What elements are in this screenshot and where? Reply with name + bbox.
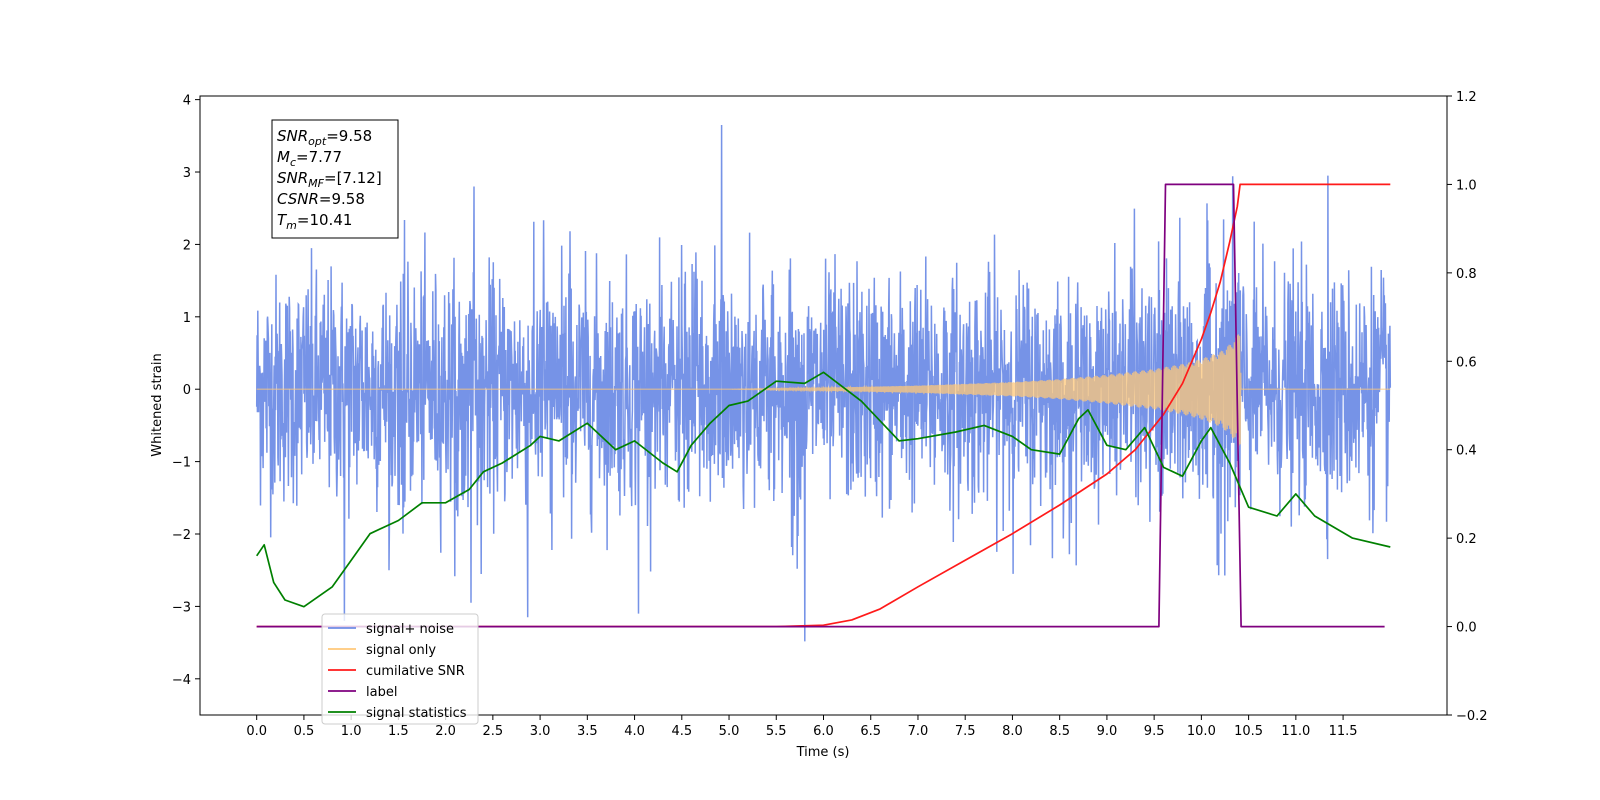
y-tick-label: 1 bbox=[183, 311, 191, 326]
x-tick-label: 3.0 bbox=[530, 724, 551, 739]
legend-entry: label bbox=[366, 685, 397, 700]
y-tick-label: −3 bbox=[172, 600, 191, 615]
x-tick-label: 6.5 bbox=[860, 724, 881, 739]
y-tick-label: 2 bbox=[183, 238, 191, 253]
y2-tick-label: 1.0 bbox=[1456, 178, 1477, 193]
series-signal-plus-noise bbox=[255, 124, 1392, 642]
x-tick-label: 11.5 bbox=[1329, 724, 1358, 739]
y2-tick-label: 0.0 bbox=[1456, 621, 1477, 636]
x-tick-label: 2.0 bbox=[435, 724, 456, 739]
y2-tick-label: 0.4 bbox=[1456, 444, 1477, 459]
x-tick-label: 9.5 bbox=[1144, 724, 1165, 739]
y-tick-label: 3 bbox=[183, 166, 191, 181]
x-axis: 0.0 0.5 1.0 1.5 2.0 2.5 3.0 3.5 4.0 4.5 5.0 5.5 6.0 6… bbox=[246, 715, 1358, 739]
legend-entry: cumilative SNR bbox=[366, 664, 465, 679]
y-tick-label: 4 bbox=[183, 94, 191, 109]
y2-tick-label: 0.2 bbox=[1456, 532, 1477, 547]
y-axis-right: 1.2 1.0 0.8 0.6 0.4 0.2 0.0 −0.2 bbox=[1447, 90, 1488, 724]
x-tick-label: 5.5 bbox=[766, 724, 787, 739]
plot-area bbox=[255, 124, 1392, 642]
annotation-line: Tm=10.41 bbox=[277, 211, 352, 232]
x-tick-label: 10.0 bbox=[1187, 724, 1216, 739]
annotation-line: SNRopt=9.58 bbox=[277, 127, 372, 148]
x-tick-label: 6.0 bbox=[813, 724, 834, 739]
y-axis-label: Whitened strain bbox=[150, 353, 165, 456]
x-tick-label: 2.5 bbox=[483, 724, 504, 739]
x-tick-label: 1.0 bbox=[341, 724, 362, 739]
x-tick-label: 7.5 bbox=[955, 724, 976, 739]
y2-tick-label: 0.6 bbox=[1456, 355, 1477, 370]
x-tick-label: 8.5 bbox=[1049, 724, 1070, 739]
y2-tick-label: 0.8 bbox=[1456, 267, 1477, 282]
y-tick-label: −2 bbox=[172, 528, 191, 543]
series-signal-only bbox=[256, 334, 1391, 446]
annotation-frame bbox=[271, 119, 399, 239]
x-tick-label: 4.0 bbox=[624, 724, 645, 739]
x-tick-label: 7.0 bbox=[908, 724, 929, 739]
x-tick-label: 3.5 bbox=[577, 724, 598, 739]
series-label bbox=[256, 183, 1385, 628]
annotation-line: SNRMF=[7.12] bbox=[277, 169, 382, 190]
y2-tick-label: −0.2 bbox=[1456, 709, 1488, 724]
x-tick-label: 8.0 bbox=[1002, 724, 1023, 739]
y-tick-label: 0 bbox=[183, 383, 191, 398]
legend-frame bbox=[321, 613, 479, 725]
legend-entry: signal statistics bbox=[366, 706, 467, 721]
x-tick-label: 1.5 bbox=[388, 724, 409, 739]
x-tick-label: 5.0 bbox=[719, 724, 740, 739]
y-axis-left: 4 3 2 1 0 −1 −2 −3 −4 bbox=[172, 94, 200, 688]
x-tick-label: 9.0 bbox=[1097, 724, 1118, 739]
series-cumulative-snr bbox=[256, 183, 1391, 628]
x-tick-label: 11.0 bbox=[1281, 724, 1310, 739]
x-tick-label: 0.0 bbox=[246, 724, 267, 739]
y-tick-label: −1 bbox=[172, 456, 191, 471]
x-tick-label: 10.5 bbox=[1234, 724, 1263, 739]
annotation-line: Mc=7.77 bbox=[277, 148, 342, 169]
x-tick-label: 4.5 bbox=[671, 724, 692, 739]
x-tick-label: 0.5 bbox=[294, 724, 315, 739]
legend: signal+ noise signal only cumilative SNR la… bbox=[321, 613, 479, 725]
x-axis-label: Time (s) bbox=[796, 745, 850, 760]
legend-entry: signal+ noise bbox=[366, 622, 454, 637]
y-tick-label: −4 bbox=[172, 673, 191, 688]
annotation-line: CSNR=9.58 bbox=[277, 190, 365, 208]
series-signal-statistics bbox=[255, 371, 1391, 608]
y2-tick-label: 1.2 bbox=[1456, 90, 1477, 105]
legend-entry: signal only bbox=[366, 643, 436, 658]
